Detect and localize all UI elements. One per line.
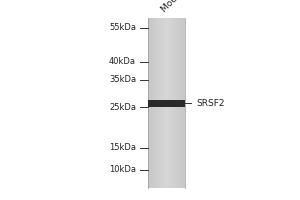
Bar: [179, 18, 180, 188]
Bar: [161, 18, 162, 188]
Bar: [160, 18, 161, 188]
Text: 25kDa: 25kDa: [109, 102, 136, 112]
Bar: [156, 18, 157, 188]
Bar: [169, 18, 170, 188]
Text: 15kDa: 15kDa: [109, 144, 136, 152]
Text: 40kDa: 40kDa: [109, 58, 136, 66]
Bar: [184, 18, 185, 188]
Text: SRSF2: SRSF2: [196, 98, 224, 108]
Bar: [168, 18, 169, 188]
Bar: [172, 18, 173, 188]
Bar: [154, 18, 155, 188]
Bar: [170, 18, 171, 188]
Bar: [167, 18, 168, 188]
Bar: [165, 18, 166, 188]
Bar: [155, 18, 156, 188]
Bar: [177, 18, 178, 188]
Bar: [183, 18, 184, 188]
Bar: [176, 18, 177, 188]
Bar: [152, 18, 153, 188]
Bar: [158, 18, 159, 188]
Bar: [164, 18, 165, 188]
Text: 10kDa: 10kDa: [109, 166, 136, 174]
Bar: [163, 18, 164, 188]
Text: Mouse lung: Mouse lung: [160, 0, 203, 14]
Bar: [182, 18, 183, 188]
Bar: [171, 18, 172, 188]
Bar: [162, 18, 163, 188]
Text: 55kDa: 55kDa: [109, 23, 136, 32]
Bar: [150, 18, 151, 188]
Bar: [180, 18, 181, 188]
Bar: [149, 18, 150, 188]
Bar: [157, 18, 158, 188]
Bar: [178, 18, 179, 188]
Bar: [174, 18, 175, 188]
Bar: [148, 18, 149, 188]
Bar: [159, 18, 160, 188]
Bar: [151, 18, 152, 188]
Bar: [175, 18, 176, 188]
Bar: [148, 99, 185, 106]
Text: 35kDa: 35kDa: [109, 75, 136, 84]
Bar: [181, 18, 182, 188]
Bar: [153, 18, 154, 188]
Bar: [173, 18, 174, 188]
